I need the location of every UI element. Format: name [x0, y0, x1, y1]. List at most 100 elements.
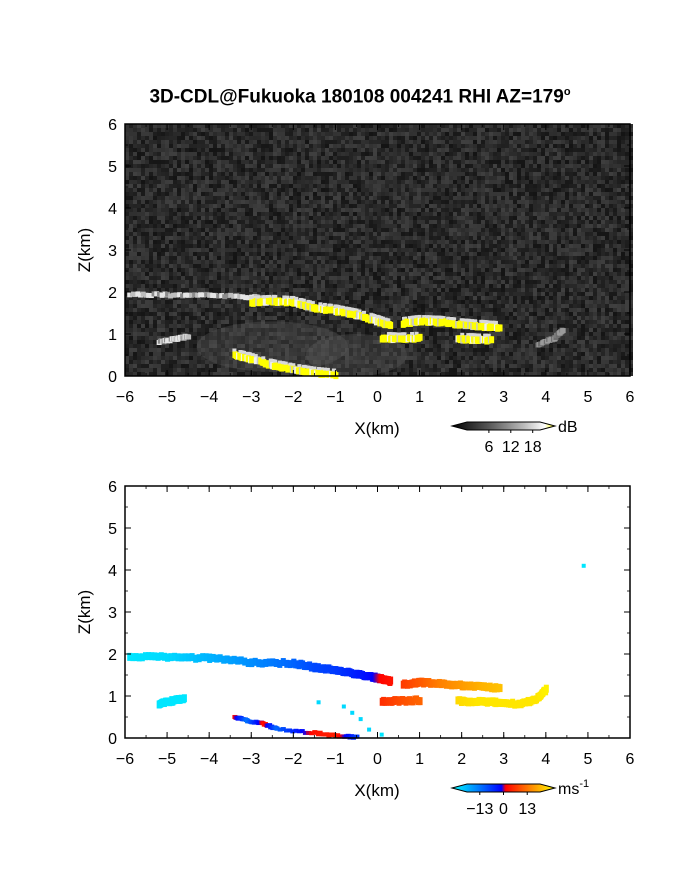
- noise-cell: [217, 168, 221, 172]
- noise-cell: [337, 172, 341, 176]
- noise-cell: [445, 260, 449, 264]
- noise-cell: [369, 232, 373, 236]
- noise-cell: [269, 260, 273, 264]
- noise-cell: [577, 148, 581, 152]
- noise-cell: [629, 136, 633, 140]
- noise-cell: [465, 124, 469, 128]
- noise-cell: [129, 268, 133, 272]
- noise-cell: [617, 260, 621, 264]
- noise-cell: [561, 264, 565, 268]
- noise-cell: [249, 204, 253, 208]
- noise-cell: [521, 220, 525, 224]
- noise-cell: [325, 208, 329, 212]
- noise-cell: [297, 240, 301, 244]
- noise-cell: [333, 216, 337, 220]
- noise-cell: [557, 228, 561, 232]
- noise-cell: [217, 156, 221, 160]
- noise-cell: [289, 184, 293, 188]
- noise-cell: [561, 220, 565, 224]
- noise-cell: [205, 200, 209, 204]
- noise-cell: [153, 208, 157, 212]
- noise-cell: [313, 232, 317, 236]
- noise-cell: [305, 124, 309, 128]
- noise-cell: [605, 252, 609, 256]
- noise-cell: [377, 168, 381, 172]
- noise-cell: [413, 168, 417, 172]
- noise-cell: [289, 220, 293, 224]
- noise-cell: [549, 268, 553, 272]
- noise-cell: [405, 188, 409, 192]
- noise-cell: [125, 228, 129, 232]
- noise-cell: [529, 132, 533, 136]
- noise-cell: [373, 160, 377, 164]
- noise-cell: [461, 160, 465, 164]
- noise-cell: [501, 124, 505, 128]
- noise-cell: [541, 184, 545, 188]
- noise-cell: [125, 196, 129, 200]
- noise-cell: [317, 248, 321, 252]
- noise-cell: [537, 276, 541, 280]
- noise-cell: [437, 184, 441, 188]
- noise-cell: [629, 156, 633, 160]
- noise-cell: [365, 144, 369, 148]
- noise-cell: [381, 256, 385, 260]
- noise-cell: [617, 148, 621, 152]
- noise-cell: [229, 264, 233, 268]
- noise-cell: [253, 200, 257, 204]
- noise-cell: [537, 248, 541, 252]
- noise-cell: [581, 264, 585, 268]
- noise-cell: [149, 224, 153, 228]
- noise-cell: [585, 176, 589, 180]
- noise-cell: [369, 160, 373, 164]
- noise-cell: [337, 204, 341, 208]
- noise-cell: [365, 212, 369, 216]
- noise-cell: [229, 276, 233, 280]
- noise-cell: [401, 224, 405, 228]
- noise-cell: [581, 248, 585, 252]
- noise-cell: [153, 232, 157, 236]
- noise-cell: [309, 132, 313, 136]
- noise-cell: [253, 244, 257, 248]
- noise-cell: [261, 268, 265, 272]
- noise-cell: [617, 144, 621, 148]
- noise-cell: [245, 276, 249, 280]
- noise-cell: [529, 252, 533, 256]
- noise-cell: [241, 128, 245, 132]
- noise-cell: [477, 124, 481, 128]
- noise-cell: [401, 272, 405, 276]
- noise-cell: [133, 232, 137, 236]
- noise-cell: [449, 244, 453, 248]
- noise-cell: [545, 220, 549, 224]
- noise-cell: [445, 244, 449, 248]
- noise-cell: [629, 192, 633, 196]
- noise-cell: [525, 140, 529, 144]
- noise-cell: [225, 276, 229, 280]
- noise-cell: [189, 164, 193, 168]
- noise-cell: [169, 152, 173, 156]
- noise-cell: [317, 244, 321, 248]
- noise-cell: [405, 224, 409, 228]
- noise-cell: [269, 204, 273, 208]
- noise-cell: [137, 172, 141, 176]
- noise-cell: [469, 248, 473, 252]
- noise-cell: [197, 124, 201, 128]
- noise-cell: [545, 132, 549, 136]
- noise-cell: [369, 156, 373, 160]
- noise-cell: [281, 148, 285, 152]
- noise-cell: [565, 172, 569, 176]
- noise-cell: [617, 156, 621, 160]
- noise-cell: [429, 176, 433, 180]
- noise-cell: [137, 272, 141, 276]
- noise-cell: [521, 188, 525, 192]
- noise-cell: [389, 196, 393, 200]
- noise-cell: [381, 172, 385, 176]
- noise-cell: [249, 276, 253, 280]
- noise-cell: [497, 272, 501, 276]
- noise-cell: [281, 168, 285, 172]
- noise-cell: [497, 124, 501, 128]
- noise-cell: [213, 156, 217, 160]
- noise-cell: [605, 180, 609, 184]
- noise-cell: [281, 252, 285, 256]
- noise-cell: [209, 160, 213, 164]
- noise-cell: [245, 256, 249, 260]
